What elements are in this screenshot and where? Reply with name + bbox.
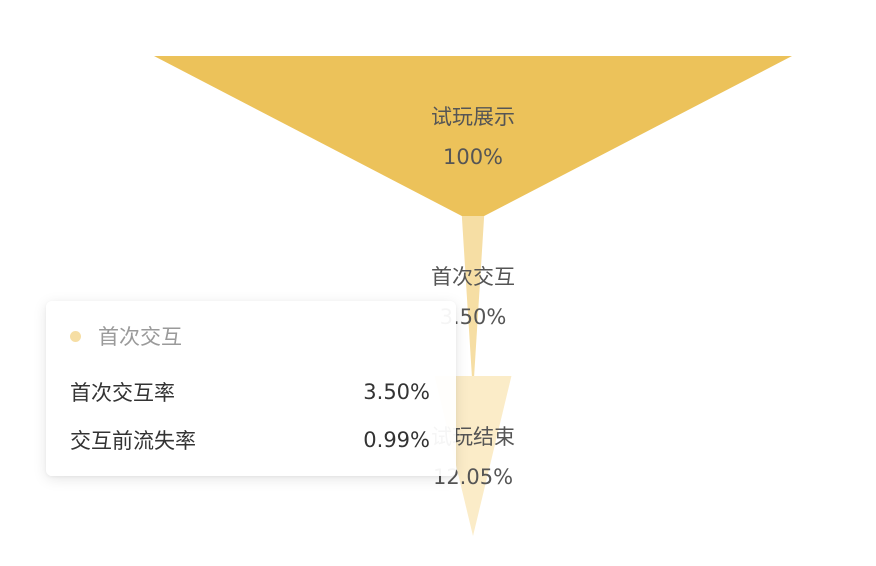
tooltip-row-value: 0.99% — [363, 428, 430, 452]
tooltip-row-first-interaction-rate: 首次交互率 3.50% — [70, 377, 430, 407]
funnel-stage-name-1: 首次交互 — [431, 265, 515, 289]
tooltip-title: 首次交互 — [70, 321, 182, 351]
tooltip-row-label: 首次交互率 — [70, 381, 175, 405]
funnel-stage-value-0: 100% — [443, 145, 503, 169]
tooltip-row-pre-interaction-churn-rate: 交互前流失率 0.99% — [70, 425, 430, 455]
tooltip-series-dot — [70, 330, 81, 342]
tooltip-row-value: 3.50% — [363, 380, 430, 404]
tooltip-row-label: 交互前流失率 — [70, 429, 196, 453]
funnel-stage-0[interactable] — [154, 56, 792, 216]
tooltip-title-text: 首次交互 — [98, 325, 182, 349]
funnel-stage-1[interactable] — [461, 216, 485, 376]
funnel-stage-name-0: 试玩展示 — [431, 105, 515, 129]
tooltip: 首次交互 首次交互率 3.50% 交互前流失率 0.99% — [46, 301, 456, 476]
